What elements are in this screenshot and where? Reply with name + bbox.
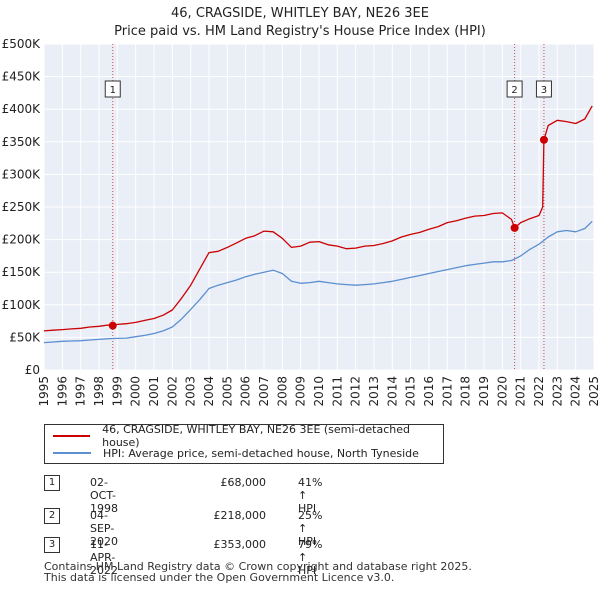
x-tick-label: 2008 bbox=[275, 376, 289, 407]
footer-licence: This data is licensed under the Open Gov… bbox=[44, 571, 395, 584]
y-tick-label: £0 bbox=[25, 363, 40, 377]
x-tick-label: 1998 bbox=[92, 376, 106, 407]
transaction-hpi: 79% ↑ HPI bbox=[298, 538, 323, 577]
transaction-date: 02-OCT-1998 bbox=[90, 476, 118, 515]
transaction-hpi: 41% ↑ HPI bbox=[298, 476, 323, 515]
x-tick-label: 2012 bbox=[349, 376, 363, 407]
x-tick-label: 2013 bbox=[367, 376, 381, 407]
sale-label-box bbox=[506, 80, 523, 98]
transaction-number: 2 bbox=[44, 508, 60, 524]
series-group bbox=[43, 105, 593, 344]
x-tick-label: 2024 bbox=[569, 376, 583, 407]
x-tick-label: 2016 bbox=[422, 376, 436, 407]
x-tick-label: 2018 bbox=[459, 376, 473, 407]
chart-title: 46, CRAGSIDE, WHITLEY BAY, NE26 3EE bbox=[171, 6, 429, 21]
x-tick-label: 2017 bbox=[440, 376, 454, 407]
y-tick-label: £150K bbox=[2, 265, 42, 279]
y-tick-label: £500K bbox=[2, 37, 42, 51]
x-tick-label: 2021 bbox=[514, 376, 528, 407]
y-tick-label: £400K bbox=[2, 102, 42, 116]
legend: 46, CRAGSIDE, WHITLEY BAY, NE26 3EE (sem… bbox=[44, 423, 444, 464]
x-tick-label: 2023 bbox=[550, 376, 564, 407]
x-tick-label: 2011 bbox=[330, 376, 344, 407]
x-tick-label: 2010 bbox=[312, 376, 326, 407]
sale-point bbox=[510, 223, 519, 232]
price-chart: £0 £50K £100K £150K £200K £250K £300K £350K £400… bbox=[2, 37, 600, 407]
sale-label-box bbox=[535, 80, 552, 98]
sale-label-number: 1 bbox=[110, 85, 116, 96]
transaction-hpi: 25% ↑ HPI bbox=[298, 509, 323, 548]
x-tick-label: 1996 bbox=[55, 376, 69, 407]
sale-label-number: 3 bbox=[541, 85, 547, 96]
x-tick-label: 2019 bbox=[477, 376, 491, 407]
x-tick-label: 2014 bbox=[385, 376, 399, 407]
x-tick-label: 2025 bbox=[587, 376, 600, 407]
sale-label-number: 2 bbox=[511, 85, 517, 96]
x-tick-label: 2009 bbox=[294, 376, 308, 407]
x-tick-label: 2000 bbox=[129, 376, 143, 407]
y-tick-label: £450K bbox=[2, 70, 42, 84]
y-tick-label: £100K bbox=[2, 298, 42, 312]
sale-markers-lines bbox=[112, 44, 545, 370]
footer-copyright: Contains HM Land Registry data © Crown c… bbox=[44, 560, 472, 573]
sale-label-box bbox=[104, 80, 121, 98]
footer: Contains HM Land Registry data © Crown c… bbox=[44, 561, 472, 583]
y-tick-label: £50K bbox=[9, 330, 41, 344]
legend-label-property: 46, CRAGSIDE, WHITLEY BAY, NE26 3EE (sem… bbox=[102, 423, 410, 449]
sale-labels: 1 2 3 bbox=[104, 80, 552, 98]
legend-swatch-property bbox=[53, 435, 91, 437]
y-tick-label: £350K bbox=[2, 135, 42, 149]
x-tick-label: 2002 bbox=[165, 376, 179, 407]
legend-label-hpi: HPI: Average price, semi-detached house,… bbox=[103, 446, 419, 460]
grid bbox=[43, 43, 595, 371]
x-tick-label: 2005 bbox=[220, 376, 234, 407]
transaction-number: 3 bbox=[44, 537, 60, 553]
transaction-date: 11-APR-2022 bbox=[90, 538, 118, 577]
sale-point bbox=[108, 321, 117, 330]
legend-item-property: 46, CRAGSIDE, WHITLEY BAY, NE26 3EE (sem… bbox=[53, 423, 443, 449]
legend-swatch-hpi bbox=[53, 452, 91, 454]
transaction-price: £353,000 bbox=[213, 538, 267, 551]
x-tick-label: 2004 bbox=[202, 376, 216, 407]
x-tick-label: 1995 bbox=[37, 376, 51, 407]
x-tick-label: 2020 bbox=[495, 376, 509, 407]
x-tick-label: 2001 bbox=[147, 376, 161, 407]
x-tick-label: 2003 bbox=[184, 376, 198, 407]
transaction-price: £218,000 bbox=[213, 509, 267, 522]
x-tick-label: 1999 bbox=[110, 376, 124, 407]
axis-ticks: £0 £50K £100K £150K £200K £250K £300K £350K £400… bbox=[2, 37, 600, 407]
chart-subtitle: Price paid vs. HM Land Registry's House … bbox=[114, 24, 486, 39]
transaction-price: £68,000 bbox=[220, 476, 267, 489]
transaction-number: 1 bbox=[44, 475, 60, 491]
x-tick-label: 2022 bbox=[532, 376, 546, 407]
y-tick-label: £200K bbox=[2, 233, 42, 247]
x-tick-label: 1997 bbox=[74, 376, 88, 407]
y-tick-label: £300K bbox=[2, 167, 42, 181]
x-tick-label: 2006 bbox=[239, 376, 253, 407]
x-tick-label: 2007 bbox=[257, 376, 271, 407]
legend-item-hpi: HPI: Average price, semi-detached house,… bbox=[53, 445, 419, 461]
y-tick-label: £250K bbox=[2, 200, 42, 214]
transaction-date: 04-SEP-2020 bbox=[90, 509, 118, 548]
sale-point bbox=[539, 135, 548, 144]
x-tick-label: 2015 bbox=[404, 376, 418, 407]
hpi-line bbox=[43, 220, 593, 344]
